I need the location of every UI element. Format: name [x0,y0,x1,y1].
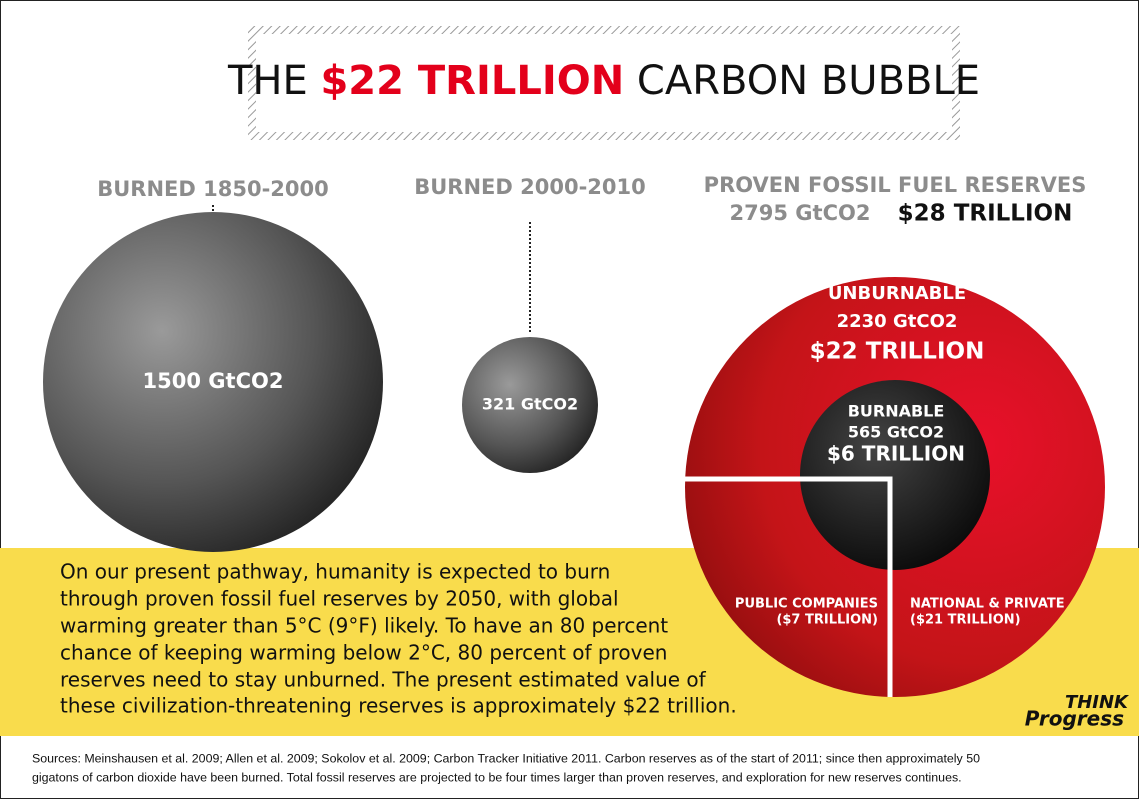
paragraph: On our present pathway, humanity is expe… [60,560,737,718]
label: BURNABLE [848,402,945,421]
amount: 2230 GtCO2 [837,311,958,332]
line: reserves need to stay unburned. The pres… [60,668,707,692]
title-box [256,34,952,132]
heading: PROVEN FOSSIL FUEL RESERVES [704,173,1087,197]
sphere [462,337,598,473]
heading: BURNED 1850-2000 [97,177,329,201]
sphere-label: 321 GtCO2 [482,395,578,414]
value: $28 TRILLION [898,201,1073,227]
sphere-label: 1500 GtCO2 [143,369,284,393]
line: warming greater than 5°C (9°F) likely. T… [60,614,668,638]
sources: gigatons of carbon dioxide have been bur… [32,770,962,784]
line: through proven fossil fuel reserves by 2… [60,587,619,611]
label: NATIONAL & PRIVATE [910,597,1065,612]
value: $6 TRILLION [827,442,965,466]
amount: 565 GtCO2 [848,423,944,442]
sources: Sources: Meinshausen et al. 2009; Allen … [32,751,980,765]
value: $22 TRILLION [810,339,985,365]
burnable-circle [800,380,990,570]
label: PUBLIC COMPANIES [735,597,878,612]
title: THE $22 TRILLION CARBON BUBBLE [227,58,980,104]
value: ($7 TRILLION) [776,613,878,628]
heading: BURNED 2000-2010 [414,175,646,199]
line: these civilization-threatening reserves … [60,694,737,718]
logo: THINK [1065,692,1130,713]
value: ($21 TRILLION) [910,613,1021,628]
amount: 2795 GtCO2 [730,201,871,225]
divider [676,476,893,697]
line: chance of keeping warming below 2°C, 80 … [60,641,667,665]
label: UNBURNABLE [828,283,966,304]
line: On our present pathway, humanity is expe… [60,560,610,584]
sphere [43,212,383,552]
logo: Progress [1025,707,1124,731]
